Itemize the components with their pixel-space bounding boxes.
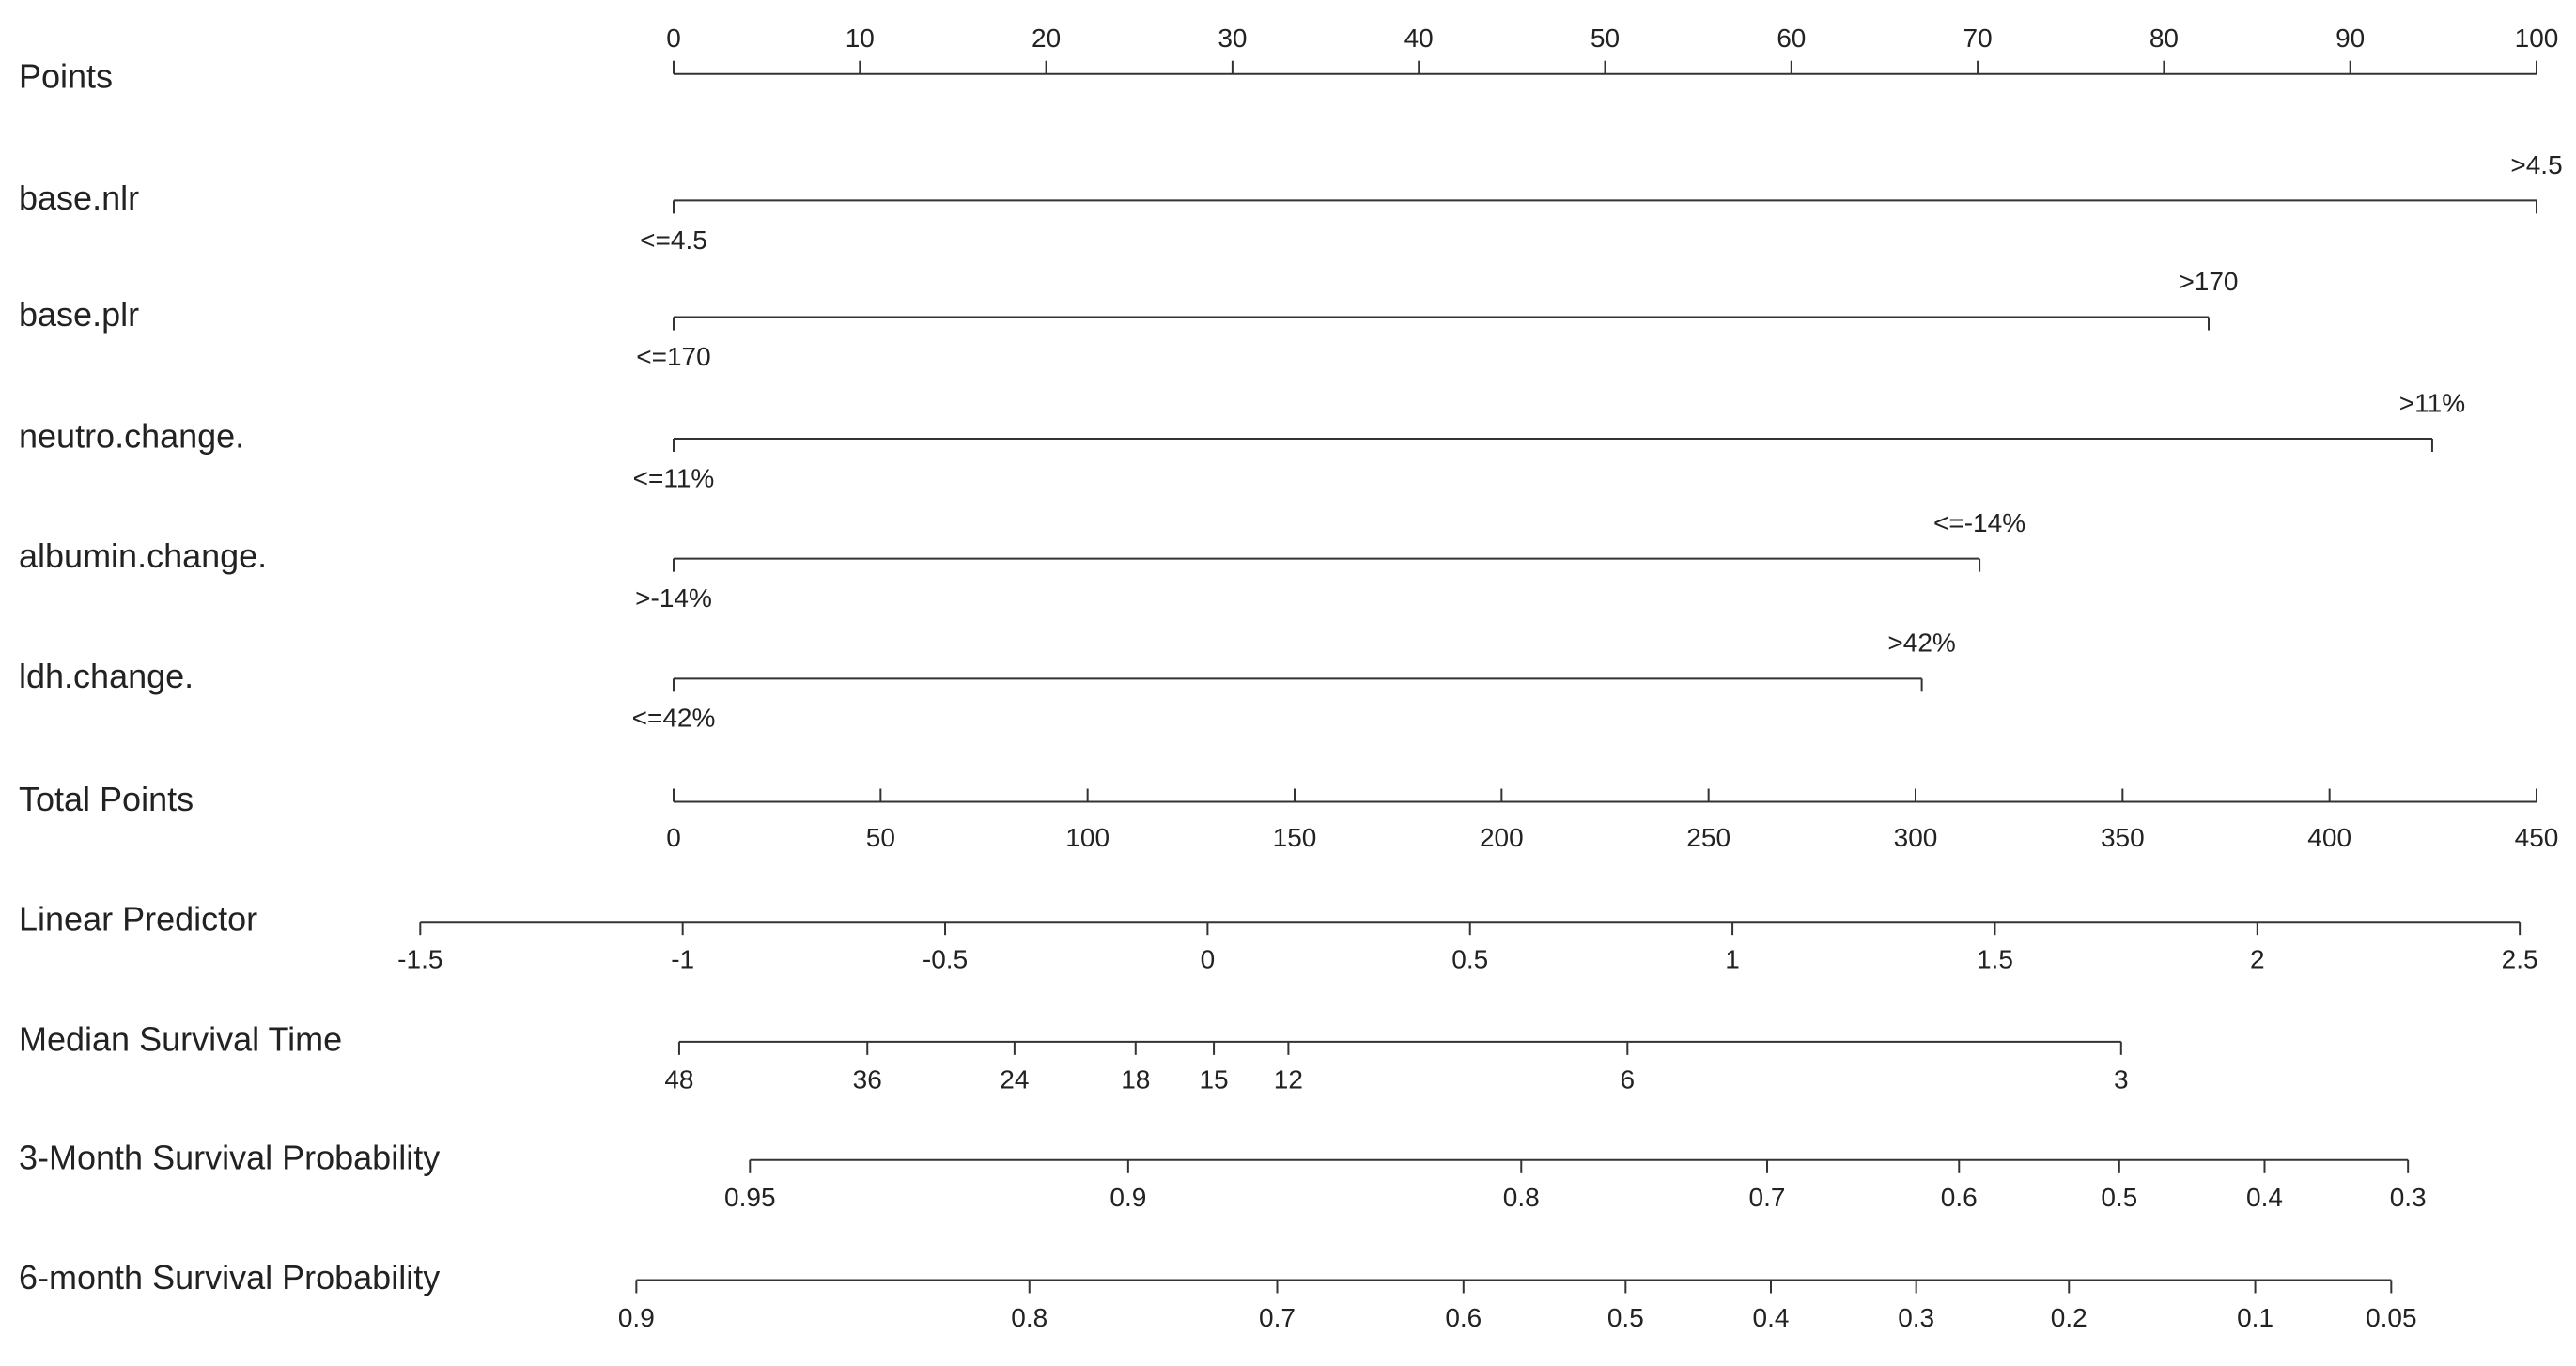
outcome-tick-label: 0.3 [2390,1183,2427,1212]
lp-tick-label: 2 [2250,945,2265,974]
outcome-tick-label: 0.6 [1445,1303,1482,1332]
level-label: <=-14% [1933,508,2025,537]
outcome-tick-label: 0.3 [1898,1303,1934,1332]
outcome-tick-label: 0.5 [2101,1183,2137,1212]
points-tick-label: 100 [2515,23,2559,53]
row-label: neutro.change. [19,416,244,455]
row-label: 6-month Survival Probability [19,1258,440,1296]
outcome-tick-label: 0.4 [2246,1183,2283,1212]
level-label: <=170 [636,342,710,371]
outcome-tick-label: 12 [1274,1064,1303,1094]
outcome-tick-label: 0.7 [1749,1183,1786,1212]
total-tick-label: 50 [866,823,895,852]
total-tick-label: 200 [1480,823,1524,852]
row-label: 3-Month Survival Probability [19,1138,440,1176]
outcome-tick-label: 0.95 [724,1183,776,1212]
row-label: Linear Predictor [19,900,257,939]
row-label: Total Points [19,780,194,818]
total-tick-label: 100 [1065,823,1110,852]
points-tick-label: 50 [1591,23,1620,53]
outcome-tick-label: 18 [1121,1064,1150,1094]
level-label: >4.5 [2510,150,2562,179]
row-label: ldh.change. [19,657,194,695]
lp-tick-label: -0.5 [923,945,968,974]
lp-tick-label: 1.5 [1977,945,2013,974]
outcome-tick-label: 0.7 [1259,1303,1296,1332]
row-label: Points [19,56,113,95]
points-tick-label: 80 [2149,23,2179,53]
row-label: albumin.change. [19,536,267,575]
total-tick-label: 0 [666,823,681,852]
lp-tick-label: -1.5 [397,945,442,974]
level-label: <=4.5 [640,225,707,255]
outcome-tick-label: 0.5 [1607,1303,1644,1332]
outcome-tick-label: 0.6 [1941,1183,1978,1212]
points-tick-label: 10 [846,23,875,53]
points-tick-label: 90 [2335,23,2365,53]
lp-tick-label: -1 [671,945,694,974]
outcome-tick-label: 3 [2114,1064,2129,1094]
total-tick-label: 400 [2307,823,2351,852]
total-tick-label: 150 [1273,823,1317,852]
outcome-tick-label: 24 [1000,1064,1029,1094]
points-tick-label: 0 [666,23,681,53]
points-tick-label: 20 [1032,23,1061,53]
level-label: >11% [2399,388,2465,417]
total-tick-label: 250 [1686,823,1730,852]
row-label: Median Survival Time [19,1019,342,1058]
points-tick-label: 70 [1963,23,1993,53]
level-label: >170 [2179,267,2238,296]
outcome-tick-label: 15 [1199,1064,1228,1094]
lp-tick-label: 1 [1725,945,1740,974]
outcome-tick-label: 0.9 [1110,1183,1146,1212]
row-label: base.nlr [19,179,139,217]
outcome-tick-label: 0.9 [618,1303,655,1332]
points-tick-label: 40 [1404,23,1434,53]
outcome-tick-label: 36 [853,1064,882,1094]
level-label: >42% [1887,629,1955,658]
lp-tick-label: 0 [1201,945,1216,974]
lp-tick-label: 0.5 [1451,945,1488,974]
outcome-tick-label: 48 [664,1064,693,1094]
points-tick-label: 60 [1777,23,1806,53]
lp-tick-label: 2.5 [2502,945,2538,974]
outcome-tick-label: 0.8 [1503,1183,1540,1212]
outcome-tick-label: 0.4 [1753,1303,1790,1332]
points-tick-label: 30 [1218,23,1247,53]
outcome-tick-label: 0.1 [2237,1303,2273,1332]
total-tick-label: 300 [1894,823,1938,852]
level-label: <=42% [632,704,716,733]
row-label: base.plr [19,295,139,334]
outcome-tick-label: 6 [1621,1064,1636,1094]
total-tick-label: 350 [2101,823,2145,852]
level-label: >-14% [635,583,712,613]
level-label: <=11% [633,463,715,492]
outcome-tick-label: 0.8 [1011,1303,1047,1332]
outcome-tick-label: 0.05 [2366,1303,2417,1332]
outcome-tick-label: 0.2 [2051,1303,2087,1332]
total-tick-label: 450 [2515,823,2559,852]
